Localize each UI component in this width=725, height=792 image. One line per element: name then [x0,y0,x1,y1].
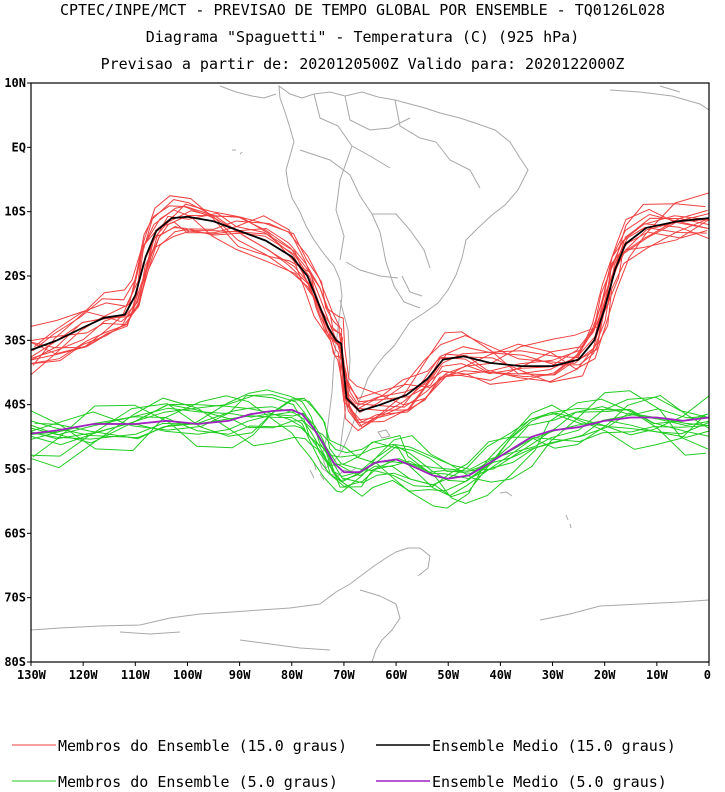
lon-tick-label: 80W [281,668,303,682]
latitude-axis: 10N EQ 10S 20S 30S 40S 50S 60S 70S 80S [4,76,31,669]
ensemble-members-layer [31,192,709,509]
ensemble-means-layer [31,215,709,480]
lon-tick-label: 120W [69,668,99,682]
member-line-15 [31,192,709,406]
lat-tick-label: 50S [4,462,26,476]
mean-line-15 [31,215,709,413]
lat-tick-label: 70S [4,591,26,605]
lon-tick-label: 70W [333,668,355,682]
chart-title-line2: Diagrama "Spaguetti" - Temperatura (C) (… [145,28,580,46]
longitude-axis: 130W 120W 110W 100W 90W 80W 70W 60W 50W 40W 30W 20W… [17,662,711,682]
chart-title-line3: Previsao a partir de: 2020120500Z Valido… [100,55,625,73]
lon-tick-label: 110W [121,668,151,682]
member-line-5 [31,397,706,505]
lon-tick-label: 10W [646,668,668,682]
lat-tick-label: 40S [4,398,26,412]
member-line-5 [31,390,709,493]
lon-tick-label: 20W [594,668,616,682]
lat-tick-label: 20S [4,269,26,283]
lat-tick-label: 10N [4,76,26,90]
member-line-15 [31,219,709,424]
lon-tick-label: 90W [229,668,251,682]
member-line-5 [31,395,709,497]
member-line-5 [31,410,709,497]
legend: Membros do Ensemble (15.0 graus) Ensembl… [12,737,676,791]
lat-tick-label: 60S [4,526,26,540]
lon-tick-label: 30W [542,668,564,682]
member-line-5 [34,406,707,488]
chart-title-line1: CPTEC/INPE/MCT - PREVISAO DE TEMPO GLOBA… [59,1,666,19]
legend-label-mean-5: Ensemble Medio (5.0 graus) [432,773,667,791]
member-line-15 [31,203,709,432]
legend-label-members-5: Membros do Ensemble (5.0 graus) [58,773,338,791]
member-line-5 [31,396,708,477]
lat-tick-label: 80S [4,655,26,669]
lon-tick-label: 100W [173,668,203,682]
lon-tick-label: 50W [437,668,459,682]
lon-tick-label: 40W [490,668,512,682]
lon-tick-label: 0 [704,668,711,682]
lat-tick-label: 30S [4,333,26,347]
lat-tick-label: EQ [12,140,26,154]
legend-label-members-15: Membros do Ensemble (15.0 graus) [58,737,347,755]
lat-tick-label: 10S [4,205,26,219]
coastline-layer [31,84,709,662]
lon-tick-label: 60W [385,668,407,682]
mean-line-5 [31,408,709,480]
map-frame [30,82,710,663]
legend-label-mean-15: Ensemble Medio (15.0 graus) [432,737,676,755]
lon-tick-label: 130W [17,668,47,682]
member-line-5 [32,398,706,509]
